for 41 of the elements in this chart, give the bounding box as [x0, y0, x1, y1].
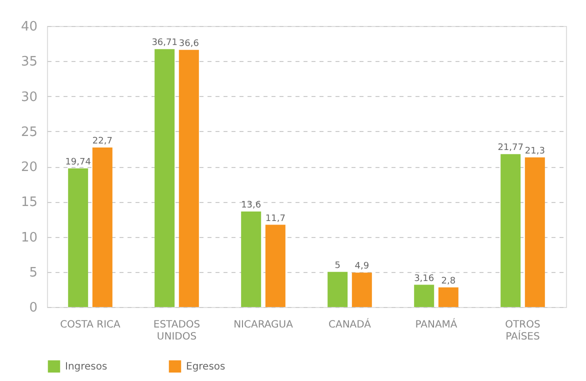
bar — [178, 50, 199, 307]
data-label: 36,6 — [178, 38, 200, 49]
y-tick-label: 35 — [20, 54, 38, 70]
data-label: 3,16 — [414, 274, 434, 284]
data-label: 4,9 — [354, 262, 370, 272]
bar — [68, 168, 88, 307]
x-tick-label: NICARAGUA — [234, 320, 294, 330]
legend-label: Egresos — [186, 361, 226, 372]
x-tick-label: PANAMÁ — [415, 318, 458, 330]
x-tick-label: ESTADOS UNIDOS — [153, 320, 200, 342]
bar — [500, 154, 521, 307]
bar — [328, 272, 348, 307]
y-tick-label: 25 — [20, 124, 38, 140]
y-tick-label: 40 — [20, 20, 38, 34]
data-label: 5 — [334, 260, 340, 271]
x-tick-label: OTROS PAÍSES — [505, 320, 540, 342]
legend-label: Ingresos — [65, 361, 108, 372]
bar — [265, 224, 286, 307]
data-label: 21,3 — [524, 146, 545, 156]
y-tick-label: 30 — [20, 90, 38, 105]
y-tick-label: 5 — [29, 265, 38, 280]
data-label: 13,6 — [241, 200, 262, 210]
data-label: 2,8 — [441, 276, 456, 286]
x-tick-label: COSTA RICA — [60, 320, 121, 330]
y-tick-label: 10 — [20, 230, 38, 246]
bar — [92, 148, 112, 307]
bar — [241, 211, 262, 307]
bar — [414, 284, 434, 307]
data-label: 36,71 — [152, 38, 178, 48]
x-tick-label: CANADÁ — [328, 318, 372, 330]
bar — [524, 157, 545, 307]
y-tick-label: 20 — [20, 160, 38, 175]
y-tick-label: 15 — [20, 195, 38, 210]
data-label: 11,7 — [265, 214, 286, 224]
y-tick-label: 0 — [29, 300, 38, 316]
data-label: 21,77 — [498, 143, 524, 154]
data-label: 22,7 — [92, 136, 112, 147]
data-label: 19,74 — [65, 157, 92, 168]
bar — [352, 272, 372, 307]
bar — [154, 49, 175, 307]
bar — [438, 287, 458, 307]
